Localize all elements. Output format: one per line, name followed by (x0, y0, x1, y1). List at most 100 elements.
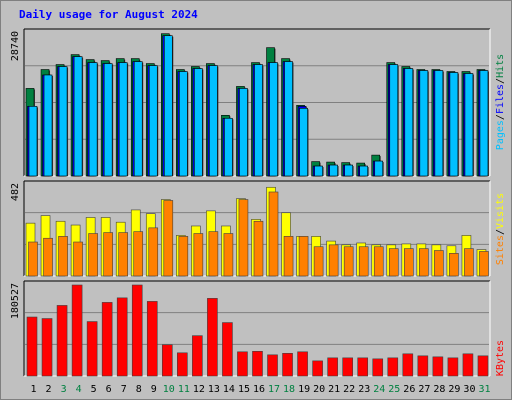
pages-bar (299, 108, 308, 177)
kbytes-bar (357, 357, 369, 377)
x-label-day-29: 29 (448, 384, 460, 395)
x-label-day-23: 23 (358, 384, 370, 395)
legend-part: / (495, 114, 506, 120)
x-label-day-30: 30 (463, 384, 475, 395)
x-label-day-12: 12 (193, 384, 205, 395)
x-label-day-14: 14 (223, 384, 235, 395)
x-label-day-17: 17 (268, 384, 280, 395)
legend-part: Visits (495, 193, 506, 229)
legend-sites-visits: Sites/Visits (495, 193, 506, 265)
sites-bar (313, 246, 324, 277)
pages-bar (404, 68, 414, 177)
y-max-label: 180527 (10, 283, 21, 319)
sites-bar (298, 236, 309, 277)
kbytes-bar (282, 353, 293, 377)
pages-bar (179, 71, 188, 177)
kbytes-bar (402, 353, 414, 377)
pages-bar (464, 73, 474, 177)
page-title: Daily usage for August 2024 (19, 8, 198, 21)
sites-bar (178, 236, 189, 277)
x-label-day-27: 27 (418, 384, 430, 395)
x-label-day-28: 28 (433, 384, 445, 395)
kbytes-bar (297, 351, 308, 377)
x-label-day-1: 1 (31, 384, 37, 395)
pages-bar (148, 65, 158, 177)
sites-bar (223, 233, 234, 277)
kbytes-bar (252, 351, 263, 377)
x-label-day-26: 26 (403, 384, 415, 395)
kbytes-bar (327, 357, 338, 377)
x-label-day-22: 22 (343, 384, 355, 395)
kbytes-bar (131, 284, 143, 377)
legend-part: KBytes (495, 340, 506, 376)
sites-bar (208, 231, 219, 277)
x-label-day-13: 13 (208, 384, 220, 395)
kbytes-bar (222, 322, 233, 377)
kbytes-bar (207, 298, 218, 377)
sites-bar (148, 227, 159, 277)
legend-part: Sites (495, 235, 506, 265)
x-label-day-3: 3 (61, 384, 67, 395)
sites-bar (253, 220, 264, 277)
pages-bar (269, 62, 278, 177)
sites-bar (388, 248, 399, 277)
pages-bar (88, 62, 98, 177)
sites-bar (118, 232, 128, 277)
kbytes-bar (447, 357, 459, 377)
sites-bar (103, 232, 113, 277)
x-label-day-25: 25 (388, 384, 400, 395)
sites-bar (283, 236, 294, 277)
kbytes-bar (267, 354, 278, 377)
kbytes-bar (342, 357, 353, 377)
kbytes-bar (146, 301, 158, 377)
kbytes-bar (161, 344, 173, 377)
legend-part: Files (495, 84, 506, 114)
pages-bar (374, 160, 384, 177)
kbytes-bar (86, 321, 98, 377)
sites-bar (268, 191, 279, 277)
kbytes-bar (116, 297, 128, 377)
sites-bar (479, 251, 489, 277)
x-label-day-8: 8 (136, 384, 142, 395)
pages-bar (118, 62, 128, 177)
pages-bar (254, 64, 263, 177)
legend-part: / (495, 78, 506, 84)
sites-bar (343, 246, 354, 277)
x-label-day-11: 11 (178, 384, 190, 395)
pages-bar (28, 106, 38, 177)
x-label-day-16: 16 (253, 384, 265, 395)
pages-bar (434, 70, 444, 177)
sites-bar (58, 236, 68, 277)
x-label-day-5: 5 (91, 384, 97, 395)
pages-bar (344, 164, 353, 177)
pages-bar (163, 35, 173, 177)
pages-bar (479, 70, 489, 177)
sites-bar (193, 233, 204, 277)
x-label-day-24: 24 (373, 384, 385, 395)
kbytes-bar (26, 316, 38, 377)
sites-bar (404, 248, 414, 277)
legend-kbytes: KBytes (495, 340, 506, 376)
sites-bar (358, 246, 369, 277)
legend-part: Hits (495, 54, 506, 78)
kbytes-bar (417, 355, 429, 377)
kbytes-bar (56, 305, 68, 377)
kbytes-bar (432, 356, 444, 377)
sites-bar (464, 248, 474, 277)
legend-part: / (495, 229, 506, 235)
sites-bar (88, 233, 98, 277)
sites-bar (238, 199, 249, 277)
x-label-day-6: 6 (106, 384, 112, 395)
sites-bar (73, 241, 83, 277)
sites-bar (449, 253, 459, 277)
pages-bar (389, 64, 399, 177)
x-label-day-18: 18 (283, 384, 295, 395)
x-label-day-31: 31 (478, 384, 490, 395)
kbytes-bar (177, 352, 188, 377)
pages-bar (224, 117, 233, 177)
y-max-label: 482 (10, 183, 21, 201)
sites-bar (28, 241, 38, 277)
legend-pages-files-hits: Pages/Files/Hits (495, 54, 506, 150)
sites-bar (133, 231, 144, 277)
